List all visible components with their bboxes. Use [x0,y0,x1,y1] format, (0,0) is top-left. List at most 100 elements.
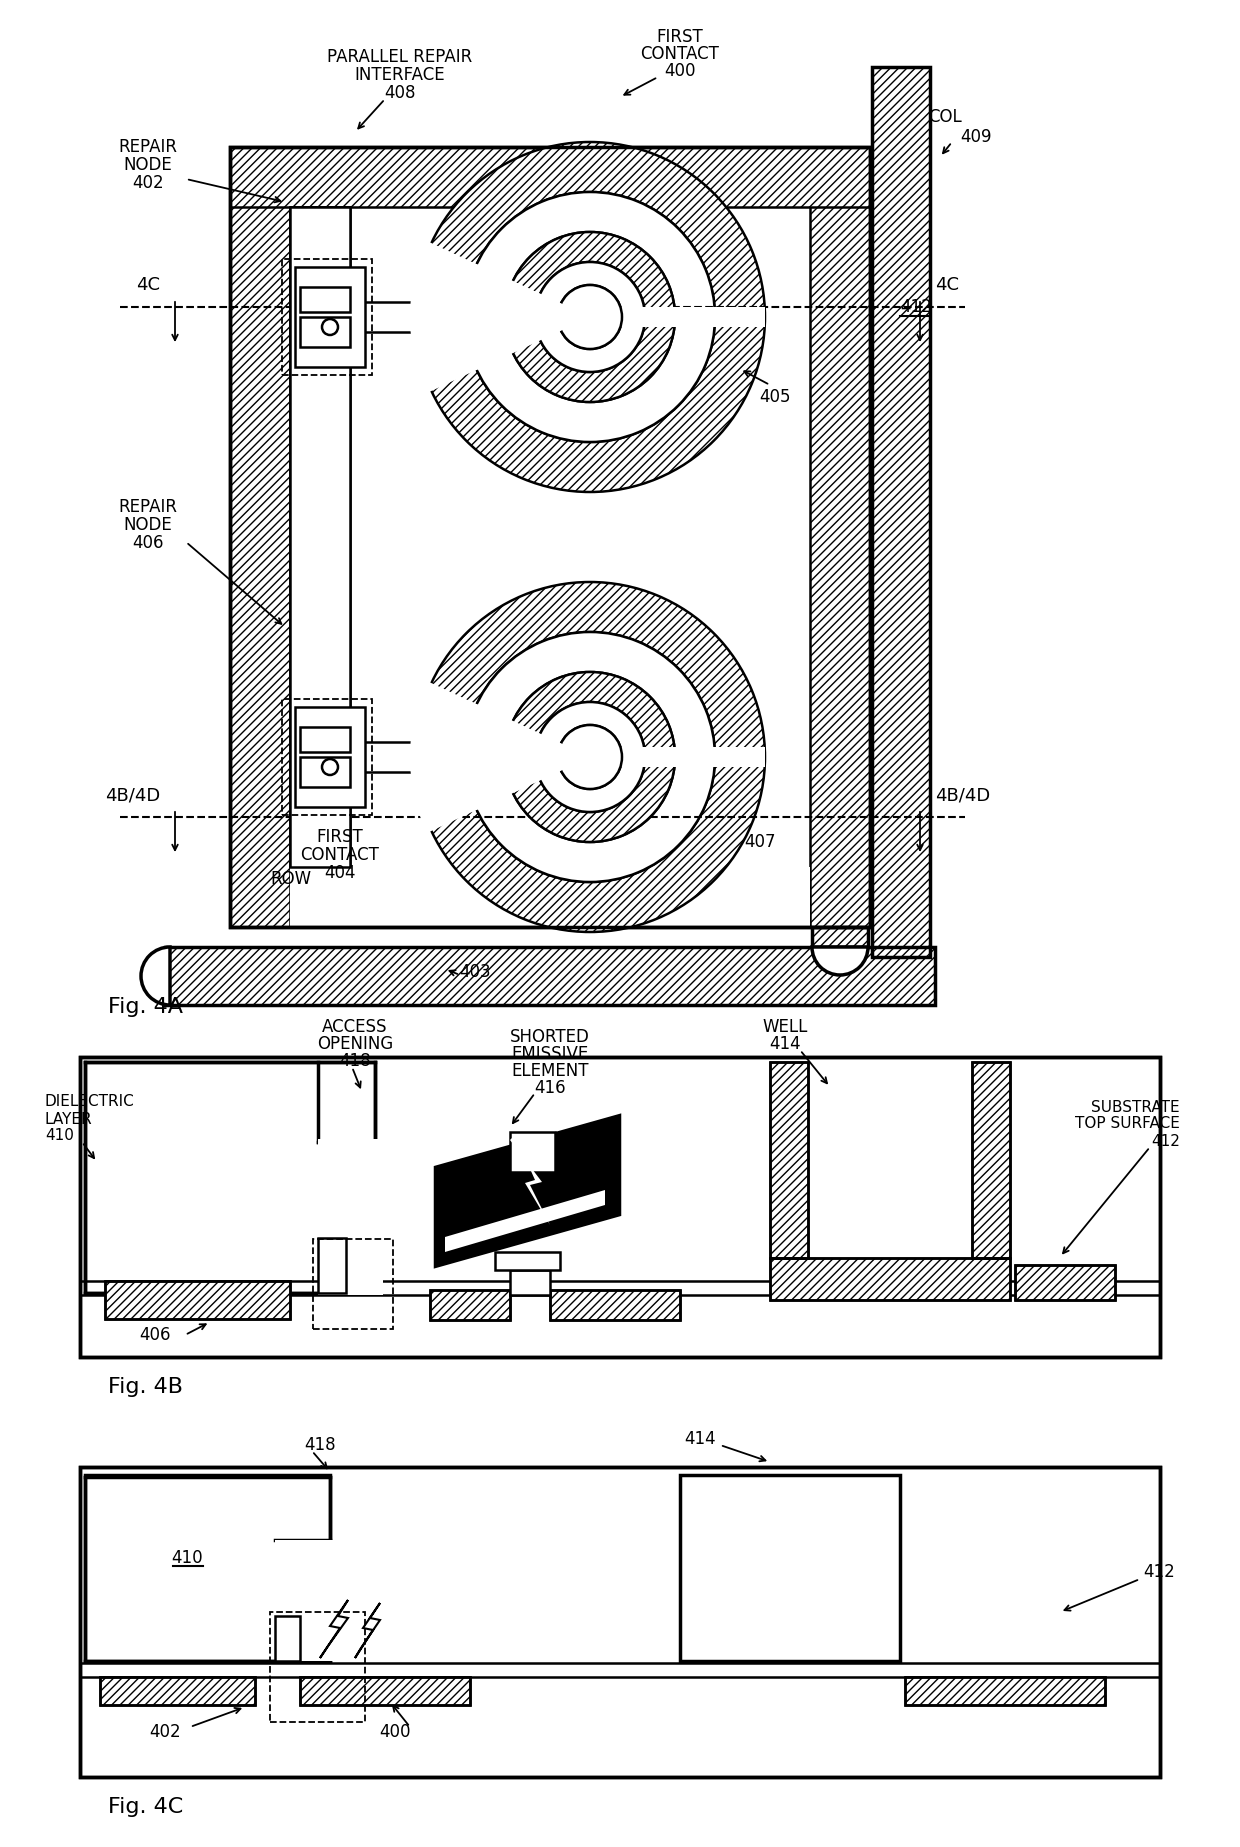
Bar [1016,1265,1115,1300]
Text: 418: 418 [304,1435,336,1454]
Wedge shape [460,702,590,813]
Text: 418: 418 [340,1053,371,1069]
Bar [165,948,935,1005]
Text: 416: 416 [534,1079,565,1097]
Bar [495,1252,560,1271]
Text: Fig. 4C: Fig. 4C [108,1797,184,1817]
Bar [100,1677,255,1705]
Wedge shape [415,142,765,491]
Bar [905,1677,1105,1705]
Wedge shape [141,948,170,1005]
Text: 410: 410 [171,1550,203,1566]
Text: 406: 406 [133,534,164,552]
Bar [295,268,365,368]
Bar [972,1062,1011,1258]
Bar [290,207,350,866]
Text: ACCESS: ACCESS [322,1018,388,1036]
Bar [290,207,350,866]
Wedge shape [460,262,590,371]
Wedge shape [465,192,715,441]
Wedge shape [505,233,675,403]
Text: 4C: 4C [136,275,160,294]
Bar [281,259,372,375]
Bar [275,1540,335,1660]
Bar [229,148,870,927]
Bar [105,1282,290,1319]
Text: REPAIR: REPAIR [119,139,177,155]
Bar [300,286,350,312]
Bar [275,1616,300,1660]
Text: 402: 402 [133,174,164,192]
Wedge shape [410,240,590,393]
Text: 407: 407 [744,833,776,851]
Bar [86,1476,330,1660]
Text: CONTACT: CONTACT [641,44,719,63]
Text: WELL: WELL [763,1018,807,1036]
Wedge shape [465,632,715,883]
Bar [229,148,870,207]
Circle shape [322,759,339,776]
Text: NODE: NODE [124,515,172,534]
Text: 414: 414 [684,1430,715,1448]
Text: 405: 405 [759,388,791,406]
Bar [551,1289,680,1321]
Polygon shape [445,1189,605,1252]
Bar [290,207,810,866]
Polygon shape [510,1136,551,1225]
Bar [770,1258,1011,1300]
Bar [300,1677,470,1705]
Bar [415,746,765,767]
Text: 404: 404 [324,864,356,883]
Bar [872,66,930,957]
Polygon shape [435,1116,620,1267]
Bar [229,148,870,927]
Bar [770,1062,808,1258]
Text: SUBSTRATE: SUBSTRATE [1091,1099,1180,1114]
Bar [312,1239,393,1330]
Bar [872,66,930,957]
Circle shape [322,320,339,334]
Bar [551,1289,680,1321]
Bar [770,1062,808,1258]
Bar [295,707,365,807]
Text: ROW: ROW [270,870,311,888]
Text: FIRST: FIRST [316,827,363,846]
Bar [281,698,372,815]
Text: 402: 402 [149,1723,181,1742]
Bar [680,1476,900,1660]
Bar [100,1677,255,1705]
Text: 4B/4D: 4B/4D [104,787,160,803]
Bar [810,148,870,927]
Text: DIELECTRIC: DIELECTRIC [45,1095,135,1110]
Text: COL: COL [928,107,962,126]
Bar [430,1289,510,1321]
Circle shape [558,726,622,789]
Text: 4C: 4C [935,275,959,294]
Bar [81,1056,1159,1358]
Wedge shape [410,682,590,833]
Text: 400: 400 [379,1723,410,1742]
Wedge shape [415,582,765,933]
Bar [1016,1265,1115,1300]
Text: Fig. 4B: Fig. 4B [108,1378,184,1396]
Bar [300,728,350,752]
Text: ELEMENT: ELEMENT [511,1062,589,1080]
Wedge shape [812,948,868,975]
Text: 412: 412 [1151,1134,1180,1149]
Text: INTERFACE: INTERFACE [355,66,445,83]
Text: OPENING: OPENING [317,1034,393,1053]
Bar [810,207,870,866]
Bar [229,207,290,866]
Bar [300,318,350,347]
Bar [300,757,350,787]
Wedge shape [534,702,645,813]
Text: 412: 412 [1143,1563,1176,1581]
Text: Fig. 4A: Fig. 4A [108,997,184,1018]
Bar [905,1677,1105,1705]
Bar [350,303,415,332]
Bar [812,927,868,948]
Bar [270,1612,365,1721]
Bar [229,148,290,927]
Bar [317,1140,383,1295]
Circle shape [558,284,622,349]
